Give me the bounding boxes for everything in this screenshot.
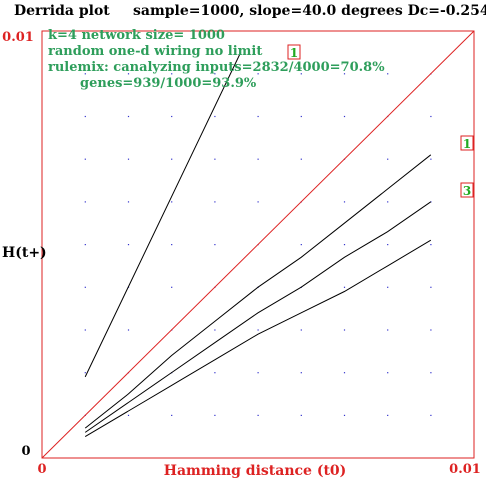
grid-dot — [387, 201, 389, 203]
grid-dot — [300, 372, 302, 374]
grid-dot — [387, 158, 389, 160]
grid-dot — [84, 244, 86, 246]
plot-frame — [41, 30, 475, 459]
grid-dot — [214, 414, 216, 416]
plot-stats: sample=1000, slope=40.0 degrees Dc=-0.25… — [133, 3, 486, 19]
grid-dot — [257, 414, 259, 416]
grid-dot — [214, 201, 216, 203]
y-axis-label: H(t+) — [2, 245, 47, 261]
grid-dot — [387, 414, 389, 416]
y-tick-label-max: 0.01 — [2, 30, 34, 45]
grid-dot — [84, 73, 86, 75]
series-badge-box — [460, 135, 474, 151]
grid-dot — [171, 158, 173, 160]
y-tick-label-min: 0 — [21, 444, 30, 459]
grid-dot — [171, 201, 173, 203]
grid-dot — [430, 414, 432, 416]
badge-layer: 1231 — [287, 44, 474, 198]
grid-dot — [171, 244, 173, 246]
grid-dot — [300, 115, 302, 118]
series-badge-label: 3 — [463, 184, 471, 198]
grid-dot — [214, 115, 216, 118]
series-line-3 — [84, 201, 432, 433]
grid-dot — [84, 201, 86, 203]
grid-dot — [387, 73, 389, 75]
grid-dot — [387, 286, 389, 288]
x-axis-label: Hamming distance (t0) — [164, 463, 347, 479]
grid-dot — [257, 329, 259, 331]
info-genes: genes=939/1000=93.9% — [80, 76, 257, 91]
grid-dot — [430, 115, 432, 118]
grid-dot — [214, 329, 216, 331]
grid-dot — [257, 73, 259, 75]
grid-dot — [127, 158, 130, 160]
grid-dot — [214, 244, 216, 246]
grid-dot — [430, 329, 432, 331]
grid-dot — [430, 372, 432, 374]
grid-dot — [84, 286, 86, 288]
grid-dot — [387, 329, 389, 331]
grid-dot — [430, 244, 432, 246]
grid-dot — [300, 244, 302, 246]
series-badge-label: 1 — [463, 137, 471, 151]
grid-dot — [300, 329, 302, 331]
series-badge-box — [460, 182, 474, 198]
series-badge-box — [287, 44, 301, 60]
grid-dot — [171, 73, 173, 75]
grid-dot — [171, 414, 173, 416]
grid-dot — [127, 115, 130, 118]
x-tick-label-max: 0.01 — [449, 462, 481, 477]
grid-dot — [257, 201, 259, 203]
series-layer — [84, 52, 432, 438]
x-tick-label-min: 0 — [37, 462, 46, 477]
grid-dot — [343, 286, 346, 288]
grid-dot — [257, 115, 259, 118]
grid-dot — [343, 244, 346, 246]
info-network: k=4 network size= 1000 — [48, 28, 225, 43]
grid-dot — [84, 329, 86, 331]
grid-dot — [214, 372, 216, 374]
grid-dot — [343, 115, 346, 118]
grid-dot — [430, 158, 432, 160]
grid-dot — [343, 329, 346, 331]
grid-dot — [343, 73, 346, 75]
series-badge-label: 1 — [290, 46, 298, 60]
grid-dot — [300, 73, 302, 75]
info-rulemix: rulemix: canalyzing inputs=2832/4000=70.… — [48, 60, 385, 75]
series-line-2 — [84, 154, 432, 429]
grid-dot — [84, 158, 86, 160]
grid-dot — [430, 286, 432, 288]
grid-dot — [171, 115, 173, 118]
grid-dot — [430, 201, 432, 203]
grid-dot — [127, 201, 130, 203]
grid-dot — [343, 372, 346, 374]
grid-dot — [171, 286, 173, 288]
grid-dot — [214, 73, 216, 75]
grid-dot — [257, 158, 259, 160]
series-line-1 — [84, 52, 242, 378]
grid-dot — [343, 414, 346, 416]
grid-dot — [127, 414, 130, 416]
grid-dot — [300, 414, 302, 416]
grid-dot — [343, 201, 346, 203]
grid-dot — [300, 158, 302, 160]
diagonal-line — [41, 30, 475, 459]
grid-dot — [84, 115, 86, 118]
series-line-4 — [84, 239, 432, 438]
grid-dot — [257, 372, 259, 374]
grid-dot — [387, 244, 389, 246]
info-wiring: random one-d wiring no limit — [48, 44, 262, 59]
plot-name: Derrida plot — [14, 3, 110, 19]
grid-dot — [127, 244, 130, 246]
grid-dot — [127, 329, 130, 331]
grid-dot — [84, 372, 86, 374]
grid-dot — [214, 158, 216, 160]
grid-dot — [127, 73, 130, 75]
grid-dot — [387, 372, 389, 374]
